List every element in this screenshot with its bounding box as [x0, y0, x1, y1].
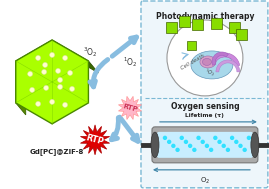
Circle shape: [175, 148, 180, 152]
FancyBboxPatch shape: [192, 19, 203, 30]
Circle shape: [49, 99, 55, 104]
Text: RTP: RTP: [85, 133, 105, 146]
Circle shape: [58, 84, 63, 89]
Circle shape: [63, 55, 68, 60]
Circle shape: [209, 148, 213, 152]
Text: Gd[PC]@ZIF-8: Gd[PC]@ZIF-8: [30, 148, 84, 155]
Text: Lifetime (τ): Lifetime (τ): [186, 113, 224, 118]
FancyBboxPatch shape: [157, 132, 253, 158]
Circle shape: [205, 144, 209, 148]
Ellipse shape: [200, 56, 216, 68]
Circle shape: [36, 101, 41, 106]
Ellipse shape: [191, 51, 233, 79]
Ellipse shape: [251, 132, 259, 158]
Wedge shape: [211, 53, 240, 66]
Circle shape: [247, 136, 251, 140]
Circle shape: [213, 136, 218, 140]
Circle shape: [226, 148, 230, 152]
Text: $^{3}$O$_{2}$: $^{3}$O$_{2}$: [83, 45, 97, 59]
Wedge shape: [216, 60, 240, 72]
Text: Cell death: Cell death: [180, 53, 206, 71]
FancyBboxPatch shape: [236, 29, 247, 40]
Circle shape: [36, 55, 41, 60]
Ellipse shape: [151, 132, 159, 158]
FancyBboxPatch shape: [211, 19, 222, 29]
FancyBboxPatch shape: [167, 22, 178, 33]
Circle shape: [68, 70, 73, 75]
Circle shape: [251, 140, 255, 144]
FancyBboxPatch shape: [187, 41, 196, 50]
Circle shape: [217, 140, 222, 144]
Polygon shape: [16, 61, 26, 115]
Polygon shape: [16, 40, 89, 124]
Circle shape: [242, 148, 247, 152]
FancyBboxPatch shape: [152, 127, 258, 163]
Circle shape: [163, 136, 167, 140]
Polygon shape: [80, 125, 110, 155]
Circle shape: [184, 140, 188, 144]
Text: O$_{2}$: O$_{2}$: [200, 176, 210, 186]
Circle shape: [44, 85, 49, 90]
Text: Oxygen sensing: Oxygen sensing: [171, 102, 239, 111]
Circle shape: [30, 87, 35, 92]
Ellipse shape: [203, 58, 211, 65]
FancyBboxPatch shape: [141, 1, 268, 188]
Circle shape: [167, 140, 171, 144]
Circle shape: [167, 20, 243, 96]
Circle shape: [192, 148, 197, 152]
Circle shape: [42, 69, 47, 74]
Circle shape: [70, 86, 75, 91]
Circle shape: [200, 140, 205, 144]
Circle shape: [188, 144, 192, 148]
Circle shape: [28, 71, 33, 76]
Circle shape: [234, 140, 239, 144]
Circle shape: [43, 62, 48, 67]
FancyBboxPatch shape: [229, 22, 240, 33]
Circle shape: [238, 144, 243, 148]
Circle shape: [58, 77, 63, 82]
Circle shape: [196, 136, 201, 140]
Wedge shape: [212, 52, 228, 65]
Text: Photodynamic therapy: Photodynamic therapy: [156, 12, 254, 21]
Text: $^{1}$O$_{2}$: $^{1}$O$_{2}$: [123, 55, 137, 69]
FancyBboxPatch shape: [179, 16, 190, 27]
Polygon shape: [16, 40, 98, 73]
Circle shape: [171, 144, 176, 148]
Text: $^{1}$O$_{2}$: $^{1}$O$_{2}$: [204, 67, 216, 79]
Circle shape: [56, 68, 61, 73]
Circle shape: [230, 136, 234, 140]
Circle shape: [179, 136, 184, 140]
Polygon shape: [118, 96, 141, 119]
Text: RTP: RTP: [122, 103, 138, 113]
Circle shape: [63, 102, 68, 107]
Circle shape: [49, 52, 55, 57]
Circle shape: [221, 144, 226, 148]
